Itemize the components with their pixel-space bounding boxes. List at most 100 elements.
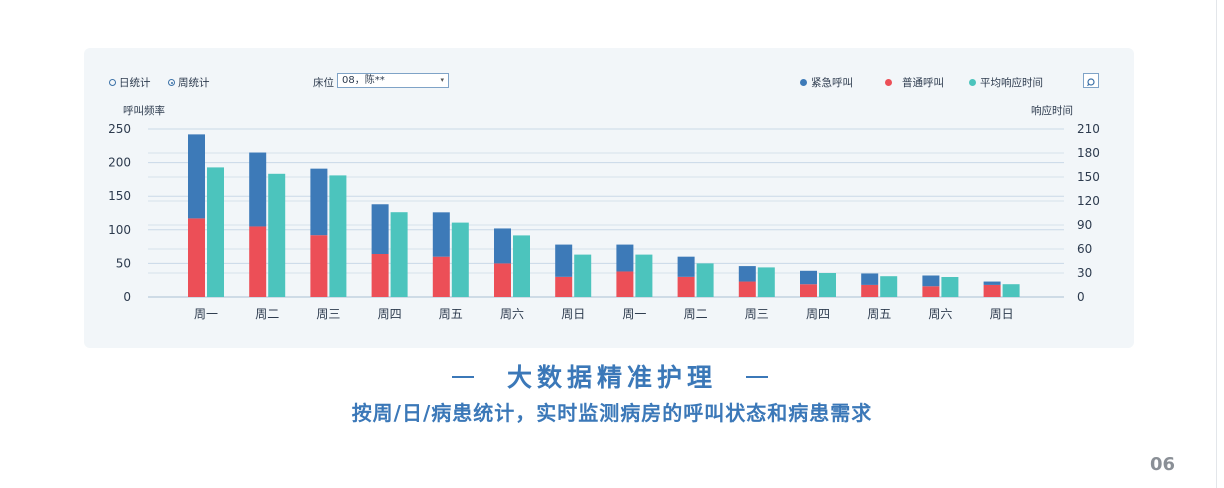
headline-dash-left bbox=[452, 376, 474, 378]
bar-normal-call bbox=[494, 263, 511, 297]
y2-tick-label: 60 bbox=[1077, 242, 1092, 256]
y2-tick-label: 30 bbox=[1077, 266, 1092, 280]
y2-tick-label: 90 bbox=[1077, 218, 1092, 232]
radio-day-indicator bbox=[109, 79, 116, 86]
headline-dash-right bbox=[746, 376, 768, 378]
y2-tick-label: 180 bbox=[1077, 146, 1100, 160]
bar-emergency-call bbox=[922, 275, 940, 287]
bar-emergency-call bbox=[371, 204, 389, 254]
x-tick-label: 周一 bbox=[194, 307, 218, 321]
x-tick-label: 周日 bbox=[561, 307, 585, 321]
radio-day-label: 日统计 bbox=[119, 77, 151, 89]
bar-normal-call bbox=[983, 284, 1001, 297]
x-tick-label: 周二 bbox=[255, 307, 279, 321]
legend-response-label: 平均响应时间 bbox=[980, 77, 1043, 89]
bar-normal-call bbox=[188, 218, 205, 297]
bar-normal-call bbox=[861, 284, 879, 297]
bar-normal-call bbox=[616, 271, 634, 297]
y-tick-label: 100 bbox=[108, 223, 131, 237]
bar-normal-call bbox=[371, 253, 389, 297]
bar-emergency-call bbox=[188, 134, 205, 219]
y-tick-label: 0 bbox=[123, 290, 131, 304]
bed-select[interactable]: 08，陈** ▾ bbox=[337, 73, 449, 88]
x-tick-label: 周三 bbox=[745, 307, 769, 321]
bed-select-value: 08，陈** bbox=[342, 75, 385, 86]
bar-response-time bbox=[207, 167, 224, 297]
bar-response-time bbox=[268, 173, 286, 297]
bar-response-time bbox=[513, 235, 530, 297]
subheadline: 按周/日/病患统计，实时监测病房的呼叫状态和病患需求 bbox=[351, 401, 873, 425]
legend-response-swatch bbox=[969, 79, 976, 86]
x-tick-label: 周三 bbox=[316, 307, 340, 321]
legend-normal-swatch bbox=[885, 79, 892, 86]
bar-normal-call bbox=[800, 284, 817, 297]
x-tick-label: 周一 bbox=[622, 307, 646, 321]
bar-normal-call bbox=[555, 276, 573, 297]
bar-response-time bbox=[1002, 284, 1020, 297]
bar-normal-call bbox=[249, 226, 267, 297]
x-tick-label: 周五 bbox=[867, 307, 891, 321]
x-tick-label: 周四 bbox=[378, 307, 402, 321]
bar-response-time bbox=[757, 267, 775, 297]
x-tick-label: 周六 bbox=[500, 307, 524, 321]
bar-response-time bbox=[451, 222, 469, 297]
bar-emergency-call bbox=[555, 244, 573, 277]
bar-response-time bbox=[941, 277, 959, 297]
search-icon bbox=[1087, 78, 1095, 87]
radio-week-indicator bbox=[168, 79, 175, 86]
bar-response-time bbox=[819, 273, 836, 297]
y2-tick-label: 150 bbox=[1077, 170, 1100, 184]
x-tick-label: 周六 bbox=[928, 307, 952, 321]
bar-emergency-call bbox=[432, 212, 450, 257]
bar-response-time bbox=[635, 254, 653, 297]
legend-normal: 普通呼叫 bbox=[885, 75, 944, 90]
bar-emergency-call bbox=[800, 270, 817, 285]
x-tick-label: 周二 bbox=[684, 307, 708, 321]
bar-normal-call bbox=[310, 235, 328, 297]
bar-response-time bbox=[574, 254, 592, 297]
y2-tick-label: 0 bbox=[1077, 290, 1085, 304]
y-tick-label: 50 bbox=[116, 256, 131, 270]
bar-normal-call bbox=[677, 276, 695, 297]
bar-response-time bbox=[390, 212, 408, 297]
y-tick-label: 250 bbox=[108, 122, 131, 136]
radio-week-label: 周统计 bbox=[178, 77, 210, 89]
bar-normal-call bbox=[738, 281, 756, 297]
legend-normal-label: 普通呼叫 bbox=[902, 77, 944, 89]
radio-day-stat[interactable]: 日统计 bbox=[109, 75, 151, 90]
legend-emergency-label: 紧急呼叫 bbox=[811, 77, 853, 89]
bar-normal-call bbox=[922, 286, 940, 297]
legend-emergency-swatch bbox=[800, 79, 807, 86]
page-number: 06 bbox=[1150, 454, 1176, 475]
y2-tick-label: 120 bbox=[1077, 194, 1100, 208]
bar-response-time bbox=[329, 175, 347, 297]
y2-axis-title: 响应时间 bbox=[1031, 105, 1073, 117]
bar-emergency-call bbox=[616, 244, 634, 272]
bar-normal-call bbox=[432, 256, 450, 297]
page-edge-line bbox=[1216, 0, 1217, 488]
bar-emergency-call bbox=[983, 281, 1001, 285]
x-tick-label: 周四 bbox=[806, 307, 830, 321]
bar-emergency-call bbox=[494, 228, 511, 264]
chevron-down-icon: ▾ bbox=[440, 76, 444, 84]
y-tick-label: 150 bbox=[108, 189, 131, 203]
headline: 大数据精准护理 bbox=[506, 363, 717, 392]
bar-emergency-call bbox=[310, 168, 328, 236]
y-tick-label: 200 bbox=[108, 156, 131, 170]
bar-emergency-call bbox=[861, 273, 879, 285]
legend-response: 平均响应时间 bbox=[969, 75, 1043, 90]
x-tick-label: 周五 bbox=[439, 307, 463, 321]
y2-tick-label: 210 bbox=[1077, 122, 1100, 136]
y-axis-title: 呼叫频率 bbox=[123, 105, 165, 117]
legend-emergency: 紧急呼叫 bbox=[800, 75, 853, 90]
bar-emergency-call bbox=[249, 152, 267, 227]
bar-response-time bbox=[696, 263, 714, 297]
search-button[interactable] bbox=[1083, 73, 1099, 88]
x-tick-label: 周日 bbox=[990, 307, 1014, 321]
bar-response-time bbox=[880, 276, 898, 297]
bed-label: 床位 bbox=[313, 77, 334, 89]
radio-week-stat[interactable]: 周统计 bbox=[168, 75, 210, 90]
bar-emergency-call bbox=[677, 256, 695, 277]
bar-emergency-call bbox=[738, 266, 756, 282]
